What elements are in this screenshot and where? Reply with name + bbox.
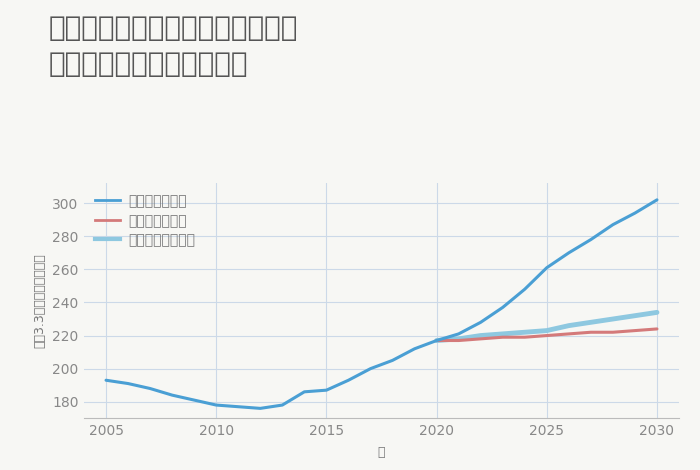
X-axis label: 年: 年	[378, 446, 385, 459]
Legend: グッドシナリオ, バッドシナリオ, ノーマルシナリオ: グッドシナリオ, バッドシナリオ, ノーマルシナリオ	[91, 190, 200, 252]
Y-axis label: 坪（3.3㎡）単価（万円）: 坪（3.3㎡）単価（万円）	[34, 253, 46, 348]
Text: 埼玉県さいたま市見沼区南中野の
中古マンションの価格推移: 埼玉県さいたま市見沼区南中野の 中古マンションの価格推移	[49, 14, 298, 78]
